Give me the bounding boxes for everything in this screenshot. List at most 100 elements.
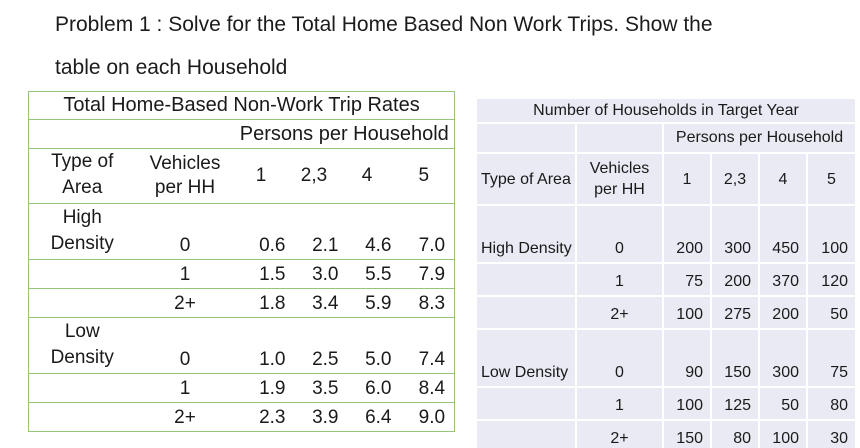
rate-cell: 5.0 bbox=[365, 349, 392, 370]
vehicles-per-hh-header: Vehicles per HH bbox=[149, 153, 221, 198]
trip-rates-table: Total Home-Based Non-Work Trip Rates Per… bbox=[28, 91, 456, 432]
vehicles-cell: 2+ bbox=[575, 419, 664, 448]
rate-cell: 1.0 bbox=[259, 349, 286, 370]
households-title-row: Number of Households in Target Year bbox=[475, 97, 857, 124]
persons-1-header: 1 bbox=[255, 165, 267, 186]
rate-cell: 0.6 bbox=[259, 235, 286, 256]
persons-23-header: 2,3 bbox=[300, 165, 328, 186]
table-row: 1 75 200 370 120 bbox=[475, 262, 857, 297]
empty-cell bbox=[475, 122, 577, 154]
area-cell: High Density bbox=[475, 204, 577, 264]
household-count-cell: 100 bbox=[758, 419, 808, 448]
empty-cell bbox=[29, 120, 235, 149]
table-row: 1 1.5 3.0 5.5 7.9 bbox=[28, 260, 455, 289]
rate-cell: 4.6 bbox=[365, 235, 392, 256]
empty-cell bbox=[575, 122, 664, 154]
household-count-cell: 200 bbox=[710, 262, 760, 297]
households-table: Number of Households in Target Year Pers… bbox=[475, 97, 857, 448]
household-count-cell: 120 bbox=[806, 262, 857, 297]
rate-cell: 6.4 bbox=[365, 407, 392, 428]
rate-cell: 3.0 bbox=[312, 264, 339, 285]
household-count-cell: 150 bbox=[662, 419, 712, 448]
households-title: Number of Households in Target Year bbox=[475, 97, 857, 124]
persons-per-household-header: Persons per Household bbox=[239, 122, 449, 145]
area-cell: Low Density bbox=[475, 328, 577, 388]
type-of-area-header: Type of Area bbox=[51, 151, 114, 198]
household-count-cell: 75 bbox=[806, 328, 857, 388]
household-count-cell: 50 bbox=[806, 295, 857, 330]
rate-cell: 8.4 bbox=[418, 378, 446, 399]
persons-4-header: 4 bbox=[361, 165, 373, 186]
trip-rates-title-row: Total Home-Based Non-Work Trip Rates bbox=[28, 92, 455, 120]
household-count-cell: 450 bbox=[758, 204, 808, 264]
household-count-cell: 50 bbox=[758, 386, 808, 421]
rate-cell: 7.0 bbox=[418, 235, 446, 256]
household-count-cell: 100 bbox=[662, 295, 712, 330]
vehicles-per-hh-header: Vehicles per HH bbox=[575, 152, 664, 206]
rate-cell: 9.0 bbox=[418, 407, 446, 428]
persons-1-header: 1 bbox=[662, 152, 712, 206]
household-count-cell: 80 bbox=[710, 419, 760, 448]
area-cell bbox=[475, 295, 577, 330]
household-count-cell: 125 bbox=[710, 386, 760, 421]
household-count-cell: 200 bbox=[758, 295, 808, 330]
area-cell bbox=[475, 386, 577, 421]
area-cell bbox=[29, 403, 136, 432]
area-cell bbox=[475, 419, 577, 448]
household-count-cell: 300 bbox=[758, 328, 808, 388]
area-cell bbox=[29, 260, 136, 289]
vehicles-cell: 1 bbox=[575, 386, 664, 421]
area-cell: High Density bbox=[50, 207, 114, 254]
table-row: 2+ 1.8 3.4 5.9 8.3 bbox=[28, 289, 455, 318]
vehicles-cell: 2+ bbox=[575, 295, 664, 330]
table-row: High Density 0 0.6 2.1 4.6 7.0 bbox=[28, 204, 455, 260]
area-cell: Low Density bbox=[50, 321, 114, 368]
households-persons-row: Persons per Household bbox=[475, 122, 857, 154]
table-row: 1 100 125 50 80 bbox=[475, 386, 857, 421]
vehicles-cell: 2+ bbox=[174, 293, 196, 314]
problem-title: Problem 1 : Solve for the Total Home Bas… bbox=[55, 12, 815, 98]
rate-cell: 7.4 bbox=[418, 349, 446, 370]
household-count-cell: 75 bbox=[662, 262, 712, 297]
table-row: 2+ 150 80 100 30 bbox=[475, 419, 857, 448]
rate-cell: 5.5 bbox=[365, 264, 392, 285]
problem-title-line1: Problem 1 : Solve for the Total Home Bas… bbox=[55, 13, 713, 36]
rate-cell: 5.9 bbox=[365, 293, 392, 314]
household-count-cell: 100 bbox=[806, 204, 857, 264]
persons-5-header: 5 bbox=[418, 165, 430, 186]
vehicles-cell: 2+ bbox=[174, 407, 196, 428]
table-row: 2+ 2.3 3.9 6.4 9.0 bbox=[28, 403, 455, 432]
problem-title-line2: table on each Household bbox=[55, 56, 288, 79]
households-header-row: Type of Area Vehicles per HH 1 2,3 4 5 bbox=[475, 152, 857, 206]
area-cell bbox=[29, 374, 136, 403]
persons-5-header: 5 bbox=[806, 152, 857, 206]
area-cell bbox=[475, 262, 577, 297]
rate-cell: 1.9 bbox=[259, 378, 286, 399]
rate-cell: 7.9 bbox=[418, 264, 446, 285]
table-row: Low Density 0 1.0 2.5 5.0 7.4 bbox=[28, 318, 455, 374]
persons-23-header: 2,3 bbox=[710, 152, 760, 206]
trip-rates-persons-row: Persons per Household bbox=[28, 120, 455, 149]
rate-cell: 1.8 bbox=[259, 293, 286, 314]
persons-4-header: 4 bbox=[758, 152, 808, 206]
rate-cell: 3.9 bbox=[312, 407, 339, 428]
vehicles-cell: 0 bbox=[575, 204, 664, 264]
vehicles-cell: 1 bbox=[179, 378, 191, 399]
household-count-cell: 275 bbox=[710, 295, 760, 330]
table-row: 1 1.9 3.5 6.0 8.4 bbox=[28, 374, 455, 403]
rate-cell: 2.1 bbox=[312, 235, 339, 256]
rate-cell: 3.5 bbox=[312, 378, 339, 399]
rate-cell: 2.5 bbox=[312, 349, 339, 370]
rate-cell: 1.5 bbox=[259, 264, 286, 285]
vehicles-cell: 1 bbox=[575, 262, 664, 297]
table-row: High Density 0 200 300 450 100 bbox=[475, 204, 857, 264]
household-count-cell: 200 bbox=[662, 204, 712, 264]
household-count-cell: 90 bbox=[662, 328, 712, 388]
table-row: 2+ 100 275 200 50 bbox=[475, 295, 857, 330]
vehicles-cell: 0 bbox=[575, 328, 664, 388]
vehicles-cell: 1 bbox=[179, 264, 191, 285]
rate-cell: 2.3 bbox=[259, 407, 286, 428]
rate-cell: 8.3 bbox=[418, 293, 446, 314]
household-count-cell: 150 bbox=[710, 328, 760, 388]
